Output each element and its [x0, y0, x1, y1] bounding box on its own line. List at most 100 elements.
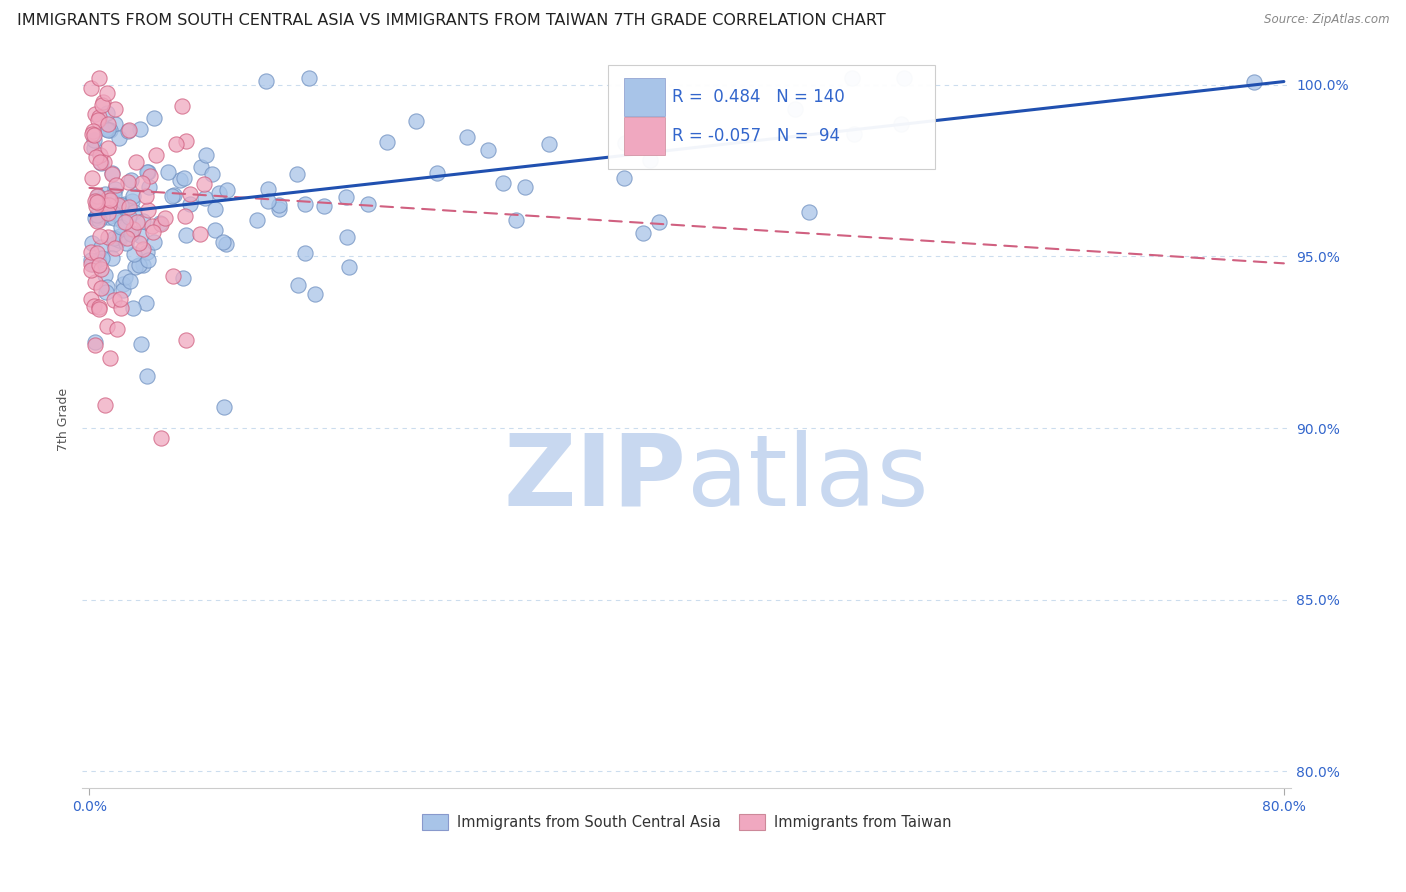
Point — [174, 135, 197, 149]
Point — [215, 183, 238, 197]
Point — [104, 195, 127, 210]
Point — [204, 202, 226, 217]
Point — [103, 236, 125, 251]
Point — [91, 210, 114, 224]
Point — [110, 198, 132, 212]
Point — [640, 153, 662, 167]
Point — [212, 400, 235, 414]
FancyBboxPatch shape — [624, 117, 665, 155]
Point — [125, 154, 148, 169]
Point — [505, 212, 527, 227]
Point — [91, 95, 114, 110]
Point — [138, 180, 160, 194]
Point — [294, 197, 316, 211]
Point — [84, 211, 107, 225]
Point — [94, 285, 117, 299]
Point — [120, 173, 142, 187]
Point — [86, 214, 108, 228]
Text: Source: ZipAtlas.com: Source: ZipAtlas.com — [1264, 13, 1389, 27]
Point — [246, 213, 269, 227]
Point — [537, 137, 560, 152]
Point — [82, 123, 104, 137]
Point — [304, 286, 326, 301]
Point — [82, 171, 104, 186]
Point — [174, 209, 197, 223]
Point — [103, 231, 125, 245]
Point — [98, 123, 121, 137]
Point — [118, 122, 141, 136]
Point — [204, 223, 226, 237]
Point — [80, 80, 103, 95]
Point — [86, 194, 108, 209]
Point — [156, 165, 179, 179]
Point — [122, 205, 145, 219]
Point — [797, 205, 820, 219]
Point — [1243, 74, 1265, 88]
Point — [633, 226, 655, 240]
Point — [136, 203, 159, 218]
Point — [97, 117, 120, 131]
Point — [80, 244, 103, 259]
Y-axis label: 7th Grade: 7th Grade — [58, 388, 70, 451]
Point — [108, 233, 131, 247]
Point — [165, 137, 187, 152]
Point — [145, 148, 167, 162]
Point — [179, 187, 201, 202]
Point — [160, 189, 183, 203]
Point — [96, 105, 118, 120]
Point — [405, 114, 427, 128]
Point — [477, 144, 499, 158]
Point — [87, 258, 110, 272]
Point — [201, 167, 224, 181]
Point — [100, 193, 122, 207]
Point — [215, 237, 238, 252]
Point — [136, 164, 159, 178]
Point — [124, 260, 146, 274]
Point — [83, 133, 105, 147]
Point — [80, 127, 103, 141]
Point — [97, 191, 120, 205]
Point — [87, 253, 110, 268]
Point — [613, 136, 636, 151]
Text: R = -0.057   N =  94: R = -0.057 N = 94 — [672, 128, 841, 145]
Point — [103, 211, 125, 226]
Point — [100, 251, 122, 265]
Point — [87, 189, 110, 203]
Point — [90, 97, 112, 112]
Point — [105, 321, 128, 335]
Point — [149, 216, 172, 230]
Point — [96, 86, 118, 100]
Point — [375, 135, 398, 149]
Point — [84, 107, 107, 121]
Point — [491, 177, 513, 191]
Point — [104, 182, 127, 196]
Point — [90, 281, 112, 295]
Point — [254, 73, 277, 87]
Point — [129, 337, 152, 351]
Point — [98, 351, 121, 365]
Point — [785, 102, 807, 116]
Point — [122, 222, 145, 236]
Point — [87, 300, 110, 314]
Point — [172, 98, 194, 112]
Point — [129, 229, 152, 244]
Point — [80, 253, 103, 268]
Point — [121, 226, 143, 240]
Point — [337, 260, 360, 275]
Point — [103, 293, 125, 307]
Point — [83, 141, 105, 155]
Point — [89, 212, 111, 227]
Point — [110, 219, 132, 234]
Text: R =  0.484   N = 140: R = 0.484 N = 140 — [672, 88, 845, 106]
FancyBboxPatch shape — [624, 78, 665, 116]
Point — [128, 121, 150, 136]
Point — [115, 230, 138, 244]
Point — [298, 71, 321, 86]
Point — [841, 71, 863, 86]
Point — [80, 292, 103, 306]
Point — [107, 198, 129, 212]
Point — [141, 219, 163, 233]
Point — [112, 277, 135, 291]
Point — [336, 230, 359, 244]
Point — [121, 194, 143, 208]
